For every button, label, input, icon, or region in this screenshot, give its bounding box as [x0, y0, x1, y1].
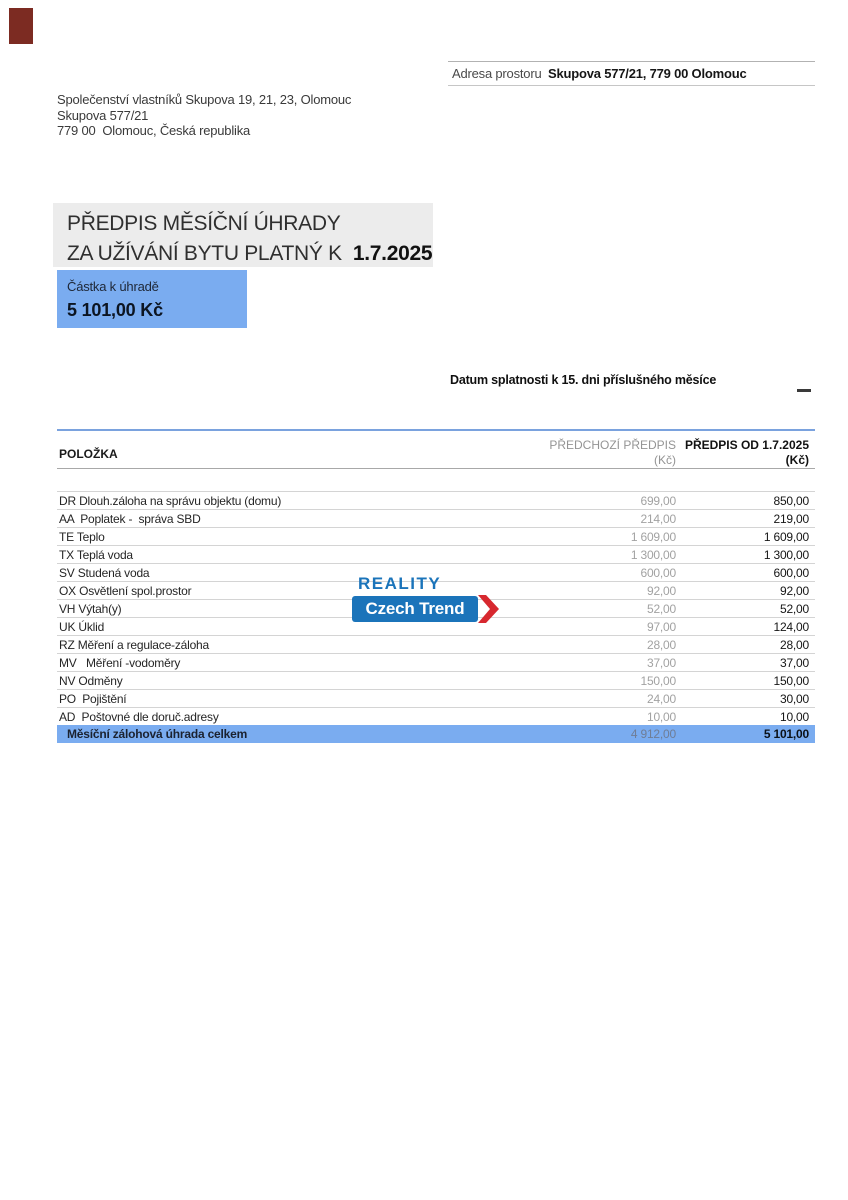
- column-header-previous: PŘEDCHOZÍ PŘEDPIS (Kč): [549, 438, 676, 468]
- sender-line-3: 779 00 Olomouc, Česká republika: [57, 123, 251, 138]
- table-cell-prev: 150,00: [640, 673, 676, 688]
- fee-table-body: DR Dlouh.záloha na správu objektu (domu)…: [57, 491, 815, 743]
- fee-table-header: POLOŽKA PŘEDCHOZÍ PŘEDPIS (Kč) PŘEDPIS O…: [57, 429, 815, 469]
- column-header-previous-line1: PŘEDCHOZÍ PŘEDPIS: [549, 438, 676, 452]
- watermark-reality-text: REALITY: [358, 574, 442, 593]
- table-cell-prev: 97,00: [646, 619, 676, 634]
- table-cell-new: 1 300,00: [763, 547, 809, 562]
- table-row: AA Poplatek - správa SBD 214,00 219,00: [57, 509, 815, 527]
- table-row: NV Odměny 150,00 150,00: [57, 671, 815, 689]
- table-cell-item: OX Osvětlení spol.prostor: [59, 583, 192, 598]
- table-cell-prev: 10,00: [646, 709, 676, 724]
- fee-table: POLOŽKA PŘEDCHOZÍ PŘEDPIS (Kč) PŘEDPIS O…: [57, 429, 815, 743]
- table-cell-item: AA Poplatek - správa SBD: [59, 511, 201, 526]
- sender-line-1: Společenství vlastníků Skupova 19, 21, 2…: [57, 92, 352, 107]
- space-address-value: Skupova 577/21, 779 00 Olomouc: [548, 66, 747, 81]
- table-cell-item: Měsíční zálohová úhrada celkem: [67, 727, 248, 741]
- space-address-label: Adresa prostoru: [452, 66, 542, 81]
- table-cell-new: 52,00: [779, 601, 809, 616]
- dash-mark: [797, 389, 811, 392]
- sender-line-2: Skupova 577/21: [57, 107, 149, 123]
- watermark-chevron-icon: [478, 595, 499, 623]
- table-cell-prev: 28,00: [646, 637, 676, 652]
- due-date-note: Datum splatnosti k 15. dni příslušného m…: [450, 373, 717, 387]
- table-cell-new: 124,00: [773, 619, 809, 634]
- table-cell-prev: 24,00: [646, 691, 676, 706]
- table-cell-item: AD Poštovné dle doruč.adresy: [59, 709, 219, 724]
- company-logo-square: [9, 8, 33, 44]
- watermark-czech-trend-badge: Czech Trend: [352, 596, 478, 622]
- table-cell-item: UK Úklid: [59, 619, 105, 634]
- table-row: TX Teplá voda 1 300,00 1 300,00: [57, 545, 815, 563]
- table-cell-new: 150,00: [773, 673, 809, 688]
- table-row: AD Poštovné dle doruč.adresy 10,00 10,00: [57, 707, 815, 725]
- table-cell-prev: 1 609,00: [630, 529, 676, 544]
- table-cell-new: 850,00: [773, 493, 809, 508]
- table-cell-new: 37,00: [779, 655, 809, 670]
- table-cell-item: SV Studená voda: [59, 565, 150, 580]
- space-address-box: Adresa prostoru Skupova 577/21, 779 00 O…: [448, 61, 815, 86]
- table-cell-item: DR Dlouh.záloha na správu objektu (domu): [59, 493, 282, 508]
- amount-due-label: Částka k úhradě: [67, 279, 159, 294]
- table-cell-prev: 52,00: [646, 601, 676, 616]
- table-row: DR Dlouh.záloha na správu objektu (domu)…: [57, 491, 815, 509]
- table-cell-new: 219,00: [773, 511, 809, 526]
- document-title-date: 1.7.2025: [352, 242, 433, 265]
- table-cell-prev: 92,00: [646, 583, 676, 598]
- column-header-previous-unit: (Kč): [654, 453, 676, 467]
- document-title-box: PŘEDPIS MĚSÍČNÍ ÚHRADY ZA UŽÍVÁNÍ BYTU P…: [53, 203, 433, 267]
- table-total-row: Měsíční zálohová úhrada celkem 4 912,00 5 …: [57, 725, 815, 743]
- table-cell-item: MV Měření -vodoměry: [59, 655, 181, 670]
- table-cell-item: PO Pojištění: [59, 691, 127, 706]
- column-header-new-line1: PŘEDPIS OD 1.7.2025: [684, 438, 809, 452]
- table-cell-prev: 214,00: [640, 511, 676, 526]
- amount-due-box: Částka k úhradě 5 101,00 Kč: [57, 270, 247, 328]
- table-cell-new: 600,00: [773, 565, 809, 580]
- table-row: TE Teplo 1 609,00 1 609,00: [57, 527, 815, 545]
- table-cell-prev: 4 912,00: [630, 727, 676, 741]
- document-title-line-2: ZA UŽÍVÁNÍ BYTU PLATNÝ K 1.7.2025: [67, 241, 433, 266]
- column-header-new-unit: (Kč): [785, 453, 809, 467]
- table-cell-new: 30,00: [779, 691, 809, 706]
- table-cell-new: 10,00: [779, 709, 809, 724]
- table-row: SV Studená voda 600,00 600,00: [57, 563, 815, 581]
- table-cell-item: VH Výtah(y): [59, 601, 122, 616]
- table-cell-new: 92,00: [779, 583, 809, 598]
- amount-due-value: 5 101,00 Kč: [67, 300, 163, 320]
- table-cell-new: 1 609,00: [763, 529, 809, 544]
- document-title-line-1: PŘEDPIS MĚSÍČNÍ ÚHRADY: [67, 212, 341, 235]
- column-header-item: POLOŽKA: [59, 447, 118, 461]
- sender-address-block: Společenství vlastníků Skupova 19, 21, 2…: [57, 92, 351, 139]
- column-header-new: PŘEDPIS OD 1.7.2025 (Kč): [685, 438, 809, 468]
- table-row: RZ Měření a regulace-záloha 28,00 28,00: [57, 635, 815, 653]
- document-title-line-2-text: ZA UŽÍVÁNÍ BYTU PLATNÝ K: [67, 242, 342, 265]
- table-row: PO Pojištění 24,00 30,00: [57, 689, 815, 707]
- table-cell-item: TX Teplá voda: [59, 547, 133, 562]
- chevron-shape: [478, 595, 499, 623]
- table-cell-prev: 1 300,00: [630, 547, 676, 562]
- table-row: OX Osvětlení spol.prostor 92,00 92,00: [57, 581, 815, 599]
- table-cell-new: 28,00: [779, 637, 809, 652]
- table-cell-item: RZ Měření a regulace-záloha: [59, 637, 210, 652]
- table-cell-item: TE Teplo: [59, 529, 105, 544]
- table-cell-item: NV Odměny: [59, 673, 123, 688]
- table-cell-new: 5 101,00: [763, 727, 809, 741]
- table-cell-prev: 37,00: [646, 655, 676, 670]
- table-cell-prev: 699,00: [640, 493, 676, 508]
- table-cell-prev: 600,00: [640, 565, 676, 580]
- table-row: MV Měření -vodoměry 37,00 37,00: [57, 653, 815, 671]
